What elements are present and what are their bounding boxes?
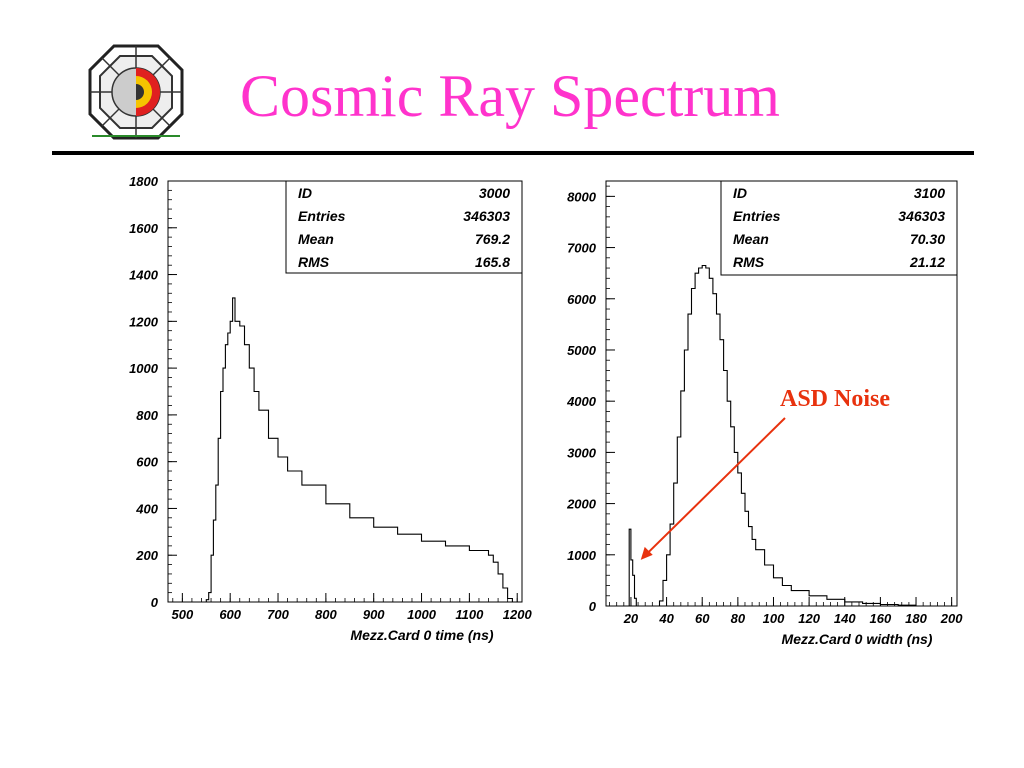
time-y-tick-label: 200 (135, 548, 158, 563)
time-stats-label: Entries (298, 208, 346, 224)
width-stats-box (720, 180, 958, 276)
width-x-tick-label: 20 (623, 611, 639, 626)
time-x-tick-label: 1000 (407, 607, 437, 622)
width-x-tick-label: 180 (905, 611, 927, 626)
width-x-tick-label: 80 (731, 611, 746, 626)
time-y-tick-label: 1400 (129, 268, 159, 283)
width-y-tick-label: 2000 (566, 497, 597, 512)
time-y-tick-label: 800 (136, 408, 158, 423)
width-x-tick-label: 120 (798, 611, 820, 626)
width-y-tick-label: 0 (589, 599, 597, 614)
width-histogram-series (627, 264, 917, 607)
width-x-tick-label: 200 (940, 611, 963, 626)
time-y-tick-label: 1800 (129, 174, 159, 189)
width-stats-value: 3100 (914, 185, 945, 201)
time-stats-label: ID (298, 185, 312, 201)
time-y-tick-label: 1000 (129, 361, 159, 376)
time-stats-box (285, 180, 523, 274)
asd-noise-annotation: ASD Noise (780, 386, 891, 412)
width-y-tick-label: 6000 (567, 292, 597, 307)
time-x-tick-label: 1100 (455, 607, 484, 622)
width-stats-value: 21.12 (909, 254, 945, 270)
width-stats-label: RMS (733, 254, 765, 270)
annotation-arrow-head (640, 546, 653, 560)
width-y-tick-label: 1000 (567, 548, 597, 563)
time-x-axis-title: Mezz.Card 0 time (ns) (350, 627, 493, 643)
width-stats-value: 70.30 (910, 231, 945, 247)
time-stats-label: RMS (298, 254, 330, 270)
width-stats-label: ID (733, 185, 747, 201)
time-y-tick-label: 1600 (129, 221, 159, 236)
time-x-tick-label: 500 (171, 607, 193, 622)
width-x-tick-label: 60 (695, 611, 710, 626)
time-stats-value: 3000 (479, 185, 510, 201)
time-y-tick-label: 400 (135, 501, 158, 516)
time-stats-value: 769.2 (475, 231, 510, 247)
width-x-tick-label: 160 (870, 611, 892, 626)
width-y-tick-label: 4000 (566, 394, 597, 409)
time-stats-label: Mean (298, 231, 334, 247)
width-stats-label: Entries (733, 208, 781, 224)
detector-cross-section-logo (88, 44, 184, 140)
width-y-tick-label: 8000 (567, 189, 597, 204)
width-x-tick-label: 140 (834, 611, 856, 626)
title-divider (52, 151, 974, 155)
width-y-tick-label: 5000 (567, 343, 597, 358)
time-x-tick-label: 1200 (503, 607, 533, 622)
width-x-tick-label: 100 (763, 611, 785, 626)
time-x-tick-label: 800 (315, 607, 337, 622)
width-stats-label: Mean (733, 231, 769, 247)
time-histogram-series (201, 297, 513, 603)
time-x-tick-label: 900 (363, 607, 385, 622)
time-y-tick-label: 0 (151, 595, 159, 610)
width-stats-value: 346303 (898, 208, 945, 224)
width-x-axis-title: Mezz.Card 0 width (ns) (782, 631, 933, 647)
width-x-tick-label: 40 (658, 611, 674, 626)
width-y-tick-label: 3000 (567, 445, 597, 460)
time-y-tick-label: 1200 (129, 314, 159, 329)
time-stats-value: 346303 (463, 208, 510, 224)
time-y-tick-label: 600 (136, 455, 158, 470)
time-stats-value: 165.8 (475, 254, 510, 270)
time-x-tick-label: 700 (267, 607, 289, 622)
width-y-tick-label: 7000 (567, 241, 597, 256)
slide-title: Cosmic Ray Spectrum (240, 63, 780, 129)
time-x-tick-label: 600 (219, 607, 241, 622)
annotation-arrow-line (646, 417, 786, 555)
